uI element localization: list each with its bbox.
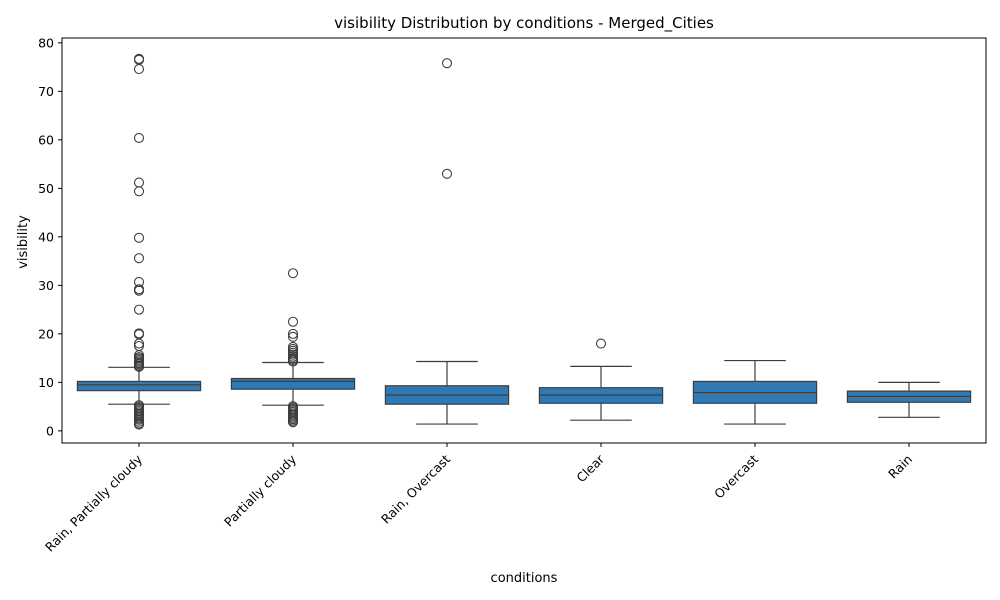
y-tick-label: 0 — [46, 423, 54, 438]
y-tick-label: 50 — [38, 181, 54, 196]
box-group-1 — [230, 268, 356, 428]
x-tick-label: Rain, Partially cloudy — [42, 451, 146, 555]
outlier-point — [133, 177, 145, 188]
axes: 0 10 20 30 40 50 60 70 80 Rain, Partially cloudy P… — [38, 35, 987, 555]
y-tick-label: 10 — [38, 375, 54, 390]
outlier-point — [133, 132, 145, 143]
x-axis-label: conditions — [491, 571, 558, 586]
outlier-point — [441, 168, 453, 179]
outlier-point — [287, 268, 299, 279]
y-axis-label: visibility — [16, 215, 31, 269]
outlier-point — [287, 328, 299, 339]
x-tick-label: Clear — [573, 451, 607, 485]
box-group-5 — [846, 381, 972, 418]
y-tick-label: 20 — [38, 326, 54, 341]
chart-title: visibility Distribution by conditions - … — [334, 14, 714, 33]
outlier-point — [287, 331, 299, 342]
box-iqr — [230, 377, 356, 390]
box-group-0 — [76, 53, 202, 430]
box-iqr — [76, 380, 202, 392]
plot-frame — [61, 37, 987, 444]
outlier-point — [133, 253, 145, 264]
box-group-4 — [692, 359, 818, 425]
x-tick-label: Partially cloudy — [221, 451, 299, 529]
outlier-point — [133, 232, 145, 243]
outlier-point — [133, 63, 145, 75]
y-tick-label: 60 — [38, 132, 54, 147]
y-tick-label: 40 — [38, 229, 54, 244]
outlier-point — [287, 356, 299, 367]
outlier-point — [133, 338, 145, 349]
box-group-3 — [538, 338, 664, 421]
outlier-point — [133, 285, 145, 296]
plot-area — [76, 53, 972, 430]
outlier-point — [595, 338, 607, 349]
outlier-point — [133, 186, 145, 197]
outlier-point — [133, 419, 145, 430]
outlier-point — [133, 304, 145, 315]
box-group-2 — [384, 58, 510, 425]
outlier-point — [287, 316, 299, 327]
outlier-point — [441, 58, 453, 69]
outlier-point — [133, 361, 145, 372]
outlier-point — [287, 417, 299, 428]
y-tick-label: 30 — [38, 278, 54, 293]
x-tick-label: Overcast — [711, 451, 761, 501]
y-tick-label: 70 — [38, 84, 54, 99]
y-tick-label: 80 — [38, 35, 54, 50]
x-tick-label: Rain, Overcast — [378, 451, 453, 526]
x-tick-label: Rain — [885, 452, 915, 482]
